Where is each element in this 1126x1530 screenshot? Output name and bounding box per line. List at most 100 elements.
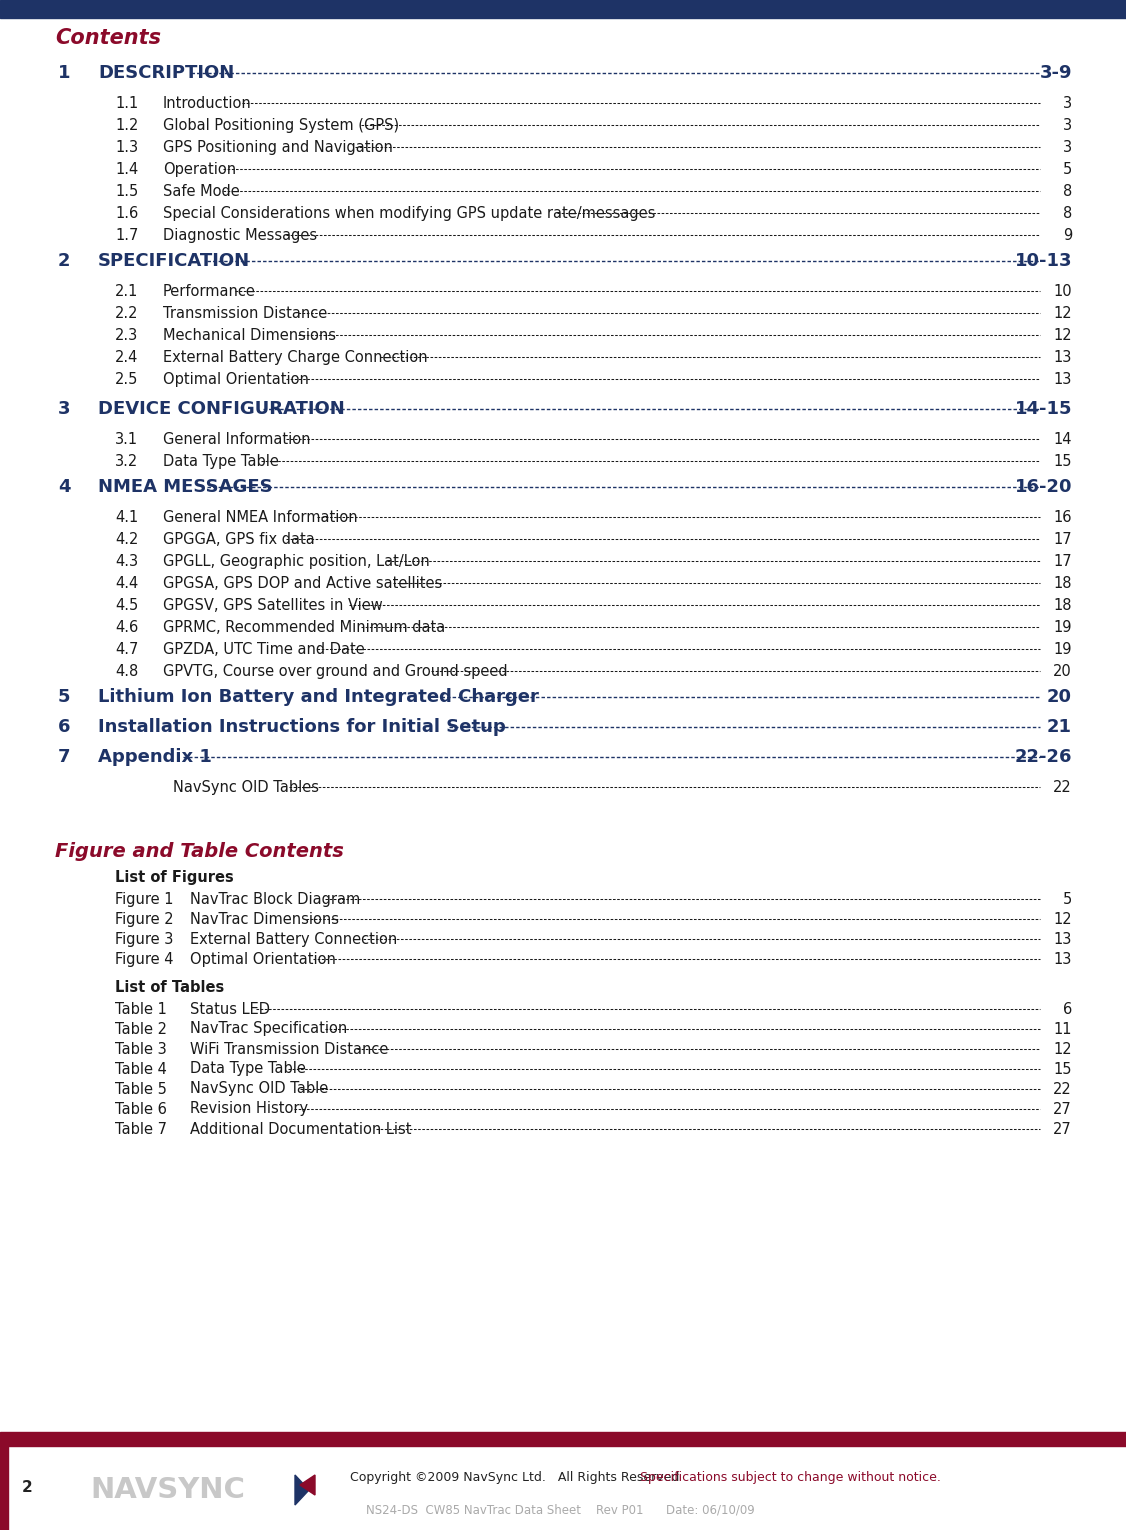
Text: 8: 8 [1063,184,1072,199]
Text: 6: 6 [59,718,71,736]
Text: Table 4: Table 4 [115,1062,167,1077]
Text: 7: 7 [59,748,71,767]
Text: Safe Mode: Safe Mode [163,184,240,199]
Text: Diagnostic Messages: Diagnostic Messages [163,228,318,242]
Text: 22: 22 [1053,1082,1072,1097]
Text: 2.2: 2.2 [115,306,138,320]
Text: GPGSA, GPS DOP and Active satellites: GPGSA, GPS DOP and Active satellites [163,575,443,591]
Text: Global Positioning System (GPS): Global Positioning System (GPS) [163,118,399,133]
Text: 3.2: 3.2 [115,453,138,468]
Text: 27: 27 [1053,1102,1072,1117]
Text: Optimal Orientation: Optimal Orientation [190,952,336,967]
Text: 2: 2 [23,1481,33,1495]
Text: GPGSV, GPS Satellites in View: GPGSV, GPS Satellites in View [163,598,383,612]
Text: 16: 16 [1054,509,1072,525]
Text: SPECIFICATION: SPECIFICATION [98,252,250,269]
Text: DESCRIPTION: DESCRIPTION [98,64,234,83]
Text: External Battery Charge Connection: External Battery Charge Connection [163,349,428,364]
Text: 5: 5 [59,688,71,705]
Text: 4.3: 4.3 [115,554,138,569]
Text: 1: 1 [59,64,71,83]
Text: NAVSYNC: NAVSYNC [90,1476,244,1504]
Text: 2.1: 2.1 [115,283,138,298]
Text: 1.1: 1.1 [115,95,138,110]
Text: NavTrac Block Diagram: NavTrac Block Diagram [190,892,360,906]
Text: NMEA MESSAGES: NMEA MESSAGES [98,477,272,496]
Text: Figure and Table Contents: Figure and Table Contents [55,842,343,860]
Text: 18: 18 [1054,598,1072,612]
Text: Table 1: Table 1 [115,1002,167,1016]
Text: 14-15: 14-15 [1015,399,1072,418]
Text: 9: 9 [1063,228,1072,242]
Text: 4.5: 4.5 [115,598,138,612]
Text: GPS Positioning and Navigation: GPS Positioning and Navigation [163,139,393,155]
Text: Special Considerations when modifying GPS update rate/messages: Special Considerations when modifying GP… [163,205,655,220]
Text: General NMEA Information: General NMEA Information [163,509,358,525]
Text: 13: 13 [1054,349,1072,364]
Text: 4: 4 [59,477,71,496]
Text: 2.5: 2.5 [115,372,138,387]
Bar [0,0,1126,18]
Text: 1.2: 1.2 [115,118,138,133]
Text: WiFi Transmission Distance: WiFi Transmission Distance [190,1042,388,1057]
Text: Table 3: Table 3 [115,1042,167,1057]
Text: GPGLL, Geographic position, Lat/Lon: GPGLL, Geographic position, Lat/Lon [163,554,430,569]
Text: 15: 15 [1054,453,1072,468]
Text: External Battery Connection: External Battery Connection [190,932,397,947]
Text: 2.3: 2.3 [115,327,138,343]
Text: Additional Documentation List: Additional Documentation List [190,1121,411,1137]
Text: 4.8: 4.8 [115,664,138,678]
Text: 17: 17 [1054,531,1072,546]
Text: Installation Instructions for Initial Setup: Installation Instructions for Initial Se… [98,718,506,736]
Text: 2.4: 2.4 [115,349,138,364]
Text: 21: 21 [1047,718,1072,736]
Text: 5: 5 [1063,892,1072,906]
Text: 2: 2 [59,252,71,269]
Text: DEVICE CONFIGURATION: DEVICE CONFIGURATION [98,399,345,418]
Text: 4.4: 4.4 [115,575,138,591]
Text: 4.7: 4.7 [115,641,138,656]
Text: NavSync OID Tables: NavSync OID Tables [173,779,319,794]
Text: 12: 12 [1054,327,1072,343]
Text: 16-20: 16-20 [1015,477,1072,496]
Text: NavTrac Dimensions: NavTrac Dimensions [190,912,339,927]
Text: 3: 3 [1063,118,1072,133]
Text: 3: 3 [1063,139,1072,155]
Text: List of Figures: List of Figures [115,869,234,884]
Text: 12: 12 [1054,306,1072,320]
Text: 22: 22 [1053,779,1072,794]
Text: Operation: Operation [163,162,236,176]
Text: GPVTG, Course over ground and Ground speed: GPVTG, Course over ground and Ground spe… [163,664,508,678]
Text: 13: 13 [1054,932,1072,947]
Text: Appendix 1: Appendix 1 [98,748,212,767]
Text: 12: 12 [1054,1042,1072,1057]
Text: Status LED: Status LED [190,1002,270,1016]
Text: 18: 18 [1054,575,1072,591]
Text: Table 6: Table 6 [115,1102,167,1117]
Text: General Information: General Information [163,431,311,447]
Text: 15: 15 [1054,1062,1072,1077]
Text: 3: 3 [1063,95,1072,110]
Text: Performance: Performance [163,283,256,298]
Text: 6: 6 [1063,1002,1072,1016]
Text: List of Tables: List of Tables [115,979,224,995]
Text: Mechanical Dimensions: Mechanical Dimensions [163,327,336,343]
Text: Revision History: Revision History [190,1102,309,1117]
Bar [0,1432,1126,1446]
Text: 10: 10 [1054,283,1072,298]
Text: 22-26: 22-26 [1015,748,1072,767]
Text: GPGGA, GPS fix data: GPGGA, GPS fix data [163,531,315,546]
Text: 19: 19 [1054,641,1072,656]
Text: 27: 27 [1053,1121,1072,1137]
Text: Figure 2: Figure 2 [115,912,173,927]
Text: 3-9: 3-9 [1039,64,1072,83]
Polygon shape [295,1475,309,1506]
Text: Contents: Contents [55,28,161,47]
Text: Data Type Table: Data Type Table [190,1062,306,1077]
Text: 1.5: 1.5 [115,184,138,199]
Text: 13: 13 [1054,952,1072,967]
Text: Table 7: Table 7 [115,1121,167,1137]
Text: 14: 14 [1054,431,1072,447]
Text: 3.1: 3.1 [115,431,138,447]
Text: Copyright ©2009 NavSync Ltd.   All Rights Reserved: Copyright ©2009 NavSync Ltd. All Rights … [350,1472,679,1484]
